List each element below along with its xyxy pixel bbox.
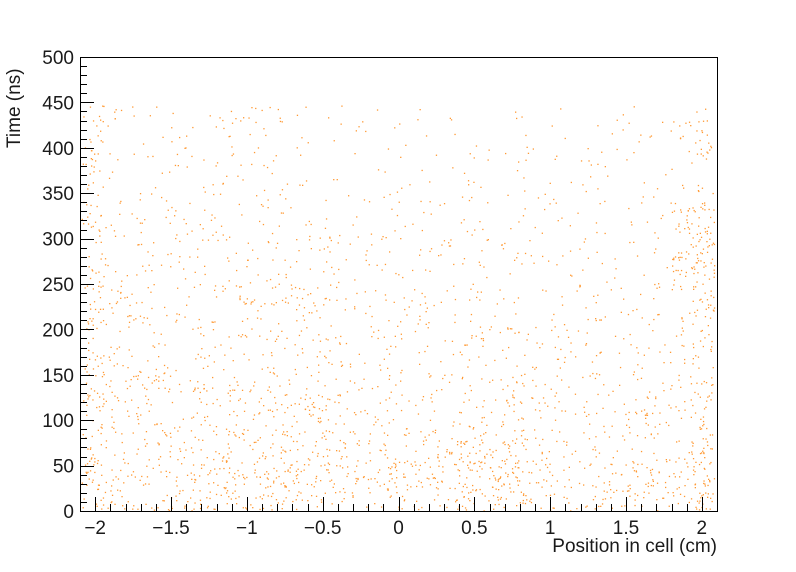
plot-frame — [80, 57, 718, 512]
y-axis-tick-labels: 0 50 100 150 200 250 300 350 400 450 500 — [42, 48, 74, 523]
x-tick-label: 0 — [393, 518, 404, 539]
y-tick-label: 50 — [53, 457, 74, 478]
y-tick-label: 300 — [42, 230, 74, 251]
x-tick-label: −2 — [84, 518, 106, 539]
x-tick-label: 1.5 — [613, 518, 639, 539]
y-axis-ticks — [80, 66, 94, 503]
x-tick-label: 2 — [697, 518, 708, 539]
y-tick-label: 350 — [42, 184, 74, 205]
x-tick-label: 0.5 — [461, 518, 487, 539]
y-tick-label: 450 — [42, 93, 74, 114]
x-tick-label: 1 — [545, 518, 556, 539]
x-tick-label: −1.5 — [152, 518, 190, 539]
y-tick-label: 400 — [42, 139, 74, 160]
y-tick-label: 500 — [42, 48, 74, 69]
x-tick-label: −1 — [236, 518, 258, 539]
y-tick-label: 100 — [42, 411, 74, 432]
data-points — [81, 105, 716, 512]
y-tick-label: 0 — [63, 502, 74, 523]
x-axis-title: Position in cell (cm) — [552, 536, 717, 557]
y-tick-label: 200 — [42, 320, 74, 341]
x-tick-label: −0.5 — [304, 518, 342, 539]
x-axis-ticks — [95, 497, 703, 511]
y-tick-label: 250 — [42, 275, 74, 296]
x-axis-tick-labels: −2 −1.5 −1 −0.5 0 0.5 1 1.5 2 — [84, 518, 707, 539]
y-tick-label: 150 — [42, 366, 74, 387]
y-axis-title: Time (ns) — [4, 68, 25, 148]
